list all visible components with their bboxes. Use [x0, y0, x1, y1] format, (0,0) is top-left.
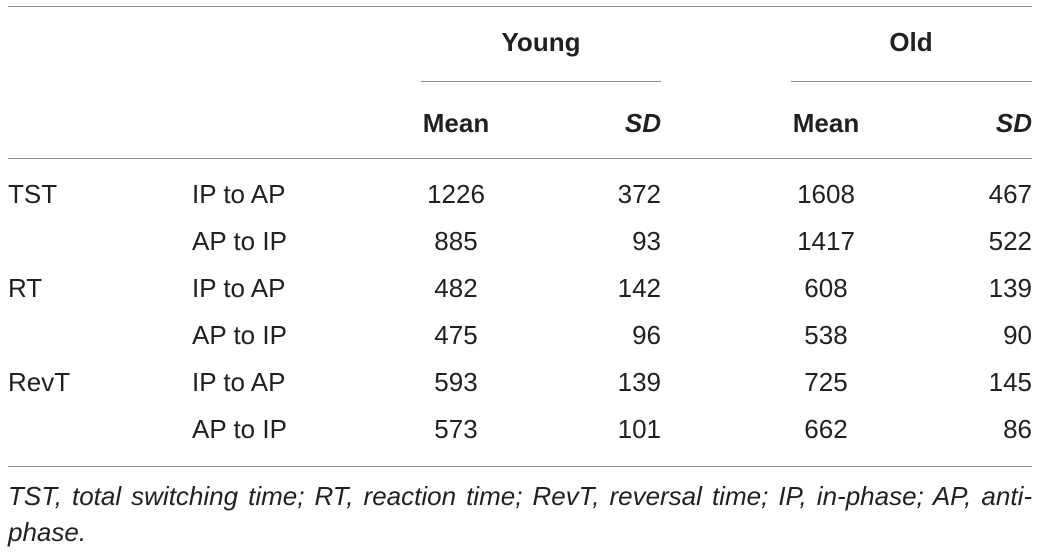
top-rule	[8, 6, 1032, 7]
cell-old-sd: 145	[988, 367, 1032, 397]
row-measure: TST	[8, 179, 58, 209]
bottom-rule	[8, 466, 1032, 467]
cell-old-mean: 1417	[797, 226, 855, 256]
cell-old-sd: 90	[1003, 320, 1032, 350]
group-header-old: Old	[889, 27, 933, 57]
cell-young-mean: 482	[434, 273, 478, 303]
header-rule	[8, 158, 1032, 159]
row-measure: RevT	[8, 367, 71, 397]
cell-old-sd: 522	[988, 226, 1032, 256]
col-header-young-sd: SD	[624, 108, 661, 138]
cell-old-sd: 467	[988, 179, 1032, 209]
col-header-young-mean: Mean	[422, 108, 490, 138]
cell-old-mean: 608	[804, 273, 848, 303]
old-span-rule	[791, 81, 1032, 82]
row-direction: AP to IP	[192, 320, 287, 350]
cell-old-mean: 1608	[797, 179, 855, 209]
cell-old-sd: 139	[988, 273, 1032, 303]
row-direction: AP to IP	[192, 414, 287, 444]
cell-old-mean: 725	[804, 367, 848, 397]
group-header-young: Young	[501, 27, 581, 57]
young-span-rule	[421, 81, 661, 82]
cell-young-mean: 573	[434, 414, 478, 444]
row-measure: RT	[8, 273, 43, 303]
cell-young-mean: 475	[434, 320, 478, 350]
row-direction: IP to AP	[192, 273, 286, 303]
row-direction: IP to AP	[192, 179, 286, 209]
row-direction: AP to IP	[192, 226, 287, 256]
table-footnote: TST, total switching time; RT, reaction …	[8, 481, 1032, 547]
cell-young-mean: 593	[434, 367, 478, 397]
cell-old-mean: 662	[804, 414, 848, 444]
col-header-old-mean: Mean	[792, 108, 860, 138]
cell-young-mean: 1226	[427, 179, 485, 209]
cell-young-sd: 96	[632, 320, 661, 350]
cell-young-sd: 142	[617, 273, 661, 303]
cell-young-sd: 139	[617, 367, 661, 397]
col-header-old-sd: SD	[995, 108, 1032, 138]
cell-young-sd: 372	[617, 179, 661, 209]
cell-young-mean: 885	[434, 226, 478, 256]
row-direction: IP to AP	[192, 367, 286, 397]
cell-young-sd: 101	[617, 414, 661, 444]
cell-young-sd: 93	[632, 226, 661, 256]
cell-old-mean: 538	[804, 320, 848, 350]
cell-old-sd: 86	[1003, 414, 1032, 444]
